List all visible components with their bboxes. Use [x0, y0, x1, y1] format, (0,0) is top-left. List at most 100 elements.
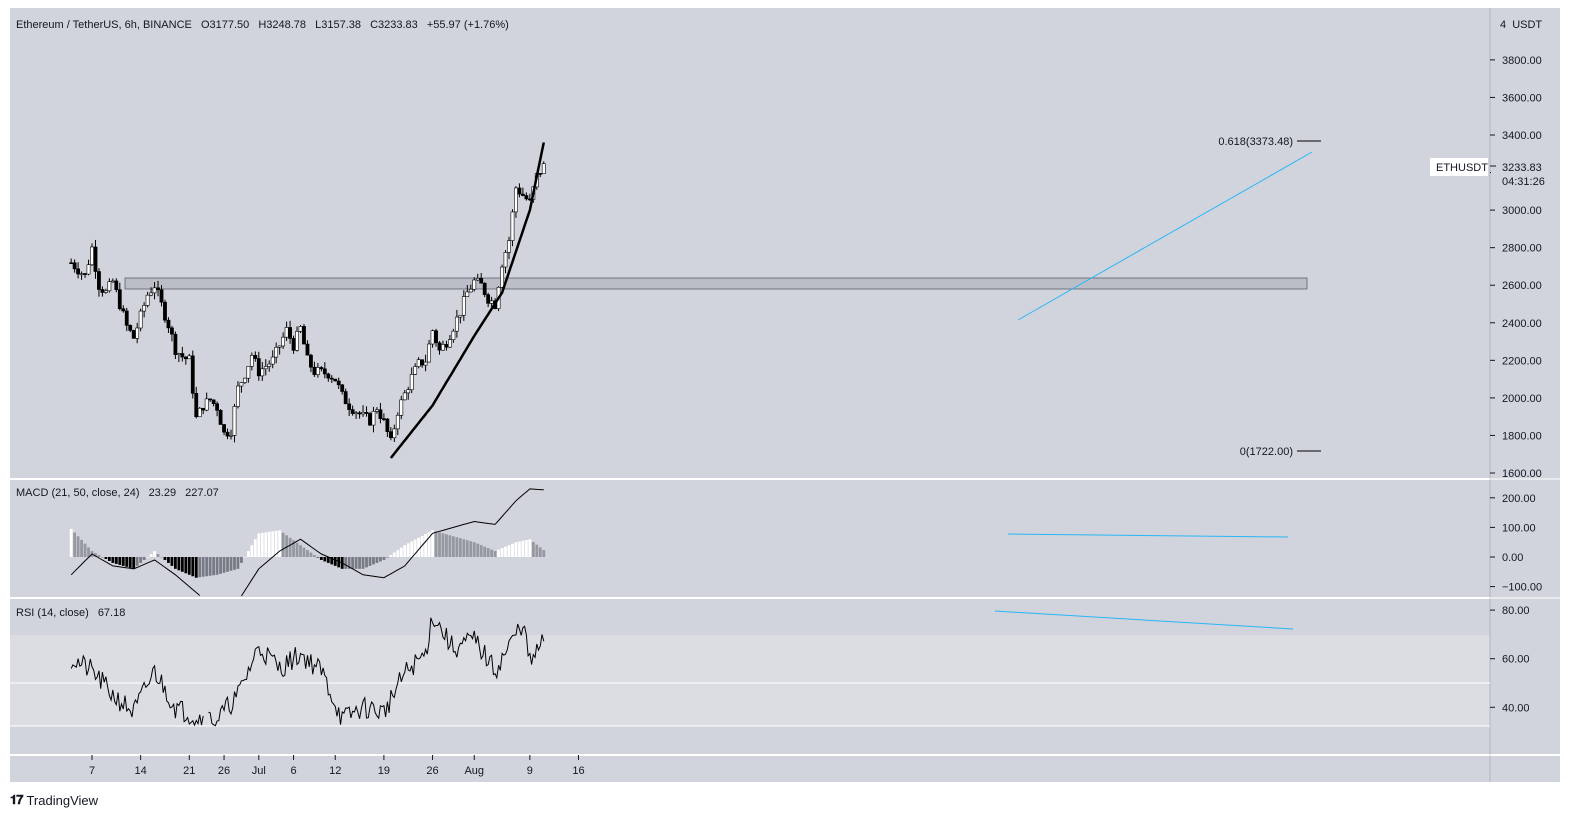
macd-histogram-bar — [452, 536, 455, 557]
price-pane[interactable] — [10, 8, 1490, 478]
macd-histogram-bar — [156, 554, 160, 557]
macd-histogram-bar — [500, 548, 504, 557]
candle-body — [159, 289, 164, 303]
candle-body — [368, 413, 372, 426]
price-tick-label: 2800.00 — [1502, 243, 1542, 255]
macd-histogram-bar — [267, 531, 271, 557]
macd-histogram — [69, 528, 546, 578]
candle-body — [152, 287, 157, 294]
candle-body — [277, 345, 282, 348]
rsi-tick-label: 80.00 — [1502, 605, 1530, 617]
candle-body — [190, 355, 195, 394]
price-axis-panel[interactable] — [1490, 8, 1560, 754]
candle-body — [500, 266, 504, 288]
macd-histogram-bar — [406, 543, 410, 557]
time-tick-label: 21 — [183, 765, 195, 777]
candle-body — [437, 342, 442, 351]
price-tick-label: 2000.00 — [1502, 393, 1542, 405]
support-resistance-zone[interactable] — [124, 277, 1308, 290]
macd-histogram-bar — [399, 547, 403, 557]
candle-body — [138, 310, 143, 329]
candle-body — [281, 336, 286, 347]
candle-body — [170, 327, 174, 335]
candle-body — [298, 326, 303, 332]
candle-body — [451, 330, 456, 340]
macd-histogram-bar — [507, 545, 511, 557]
macd-histogram-bar — [465, 540, 469, 557]
candle-body — [239, 382, 244, 387]
footer: 𝟏𝟕 TradingView — [10, 792, 98, 808]
macd-label: MACD (21, 50, close, 24) — [16, 487, 140, 499]
currency-label: 4 USDT — [1500, 19, 1542, 31]
macd-histogram-bar — [347, 557, 351, 569]
macd-histogram-bar — [163, 557, 167, 560]
time-tick-label: 16 — [572, 765, 584, 777]
time-tick-label: 7 — [89, 765, 95, 777]
macd-histogram-bar — [392, 552, 396, 557]
rsi-divergence-line[interactable] — [994, 610, 1294, 630]
candle-body — [329, 377, 334, 380]
macd-histogram-bar — [212, 557, 216, 576]
price-tick-label: 2400.00 — [1502, 318, 1542, 330]
rsi-value: 67.18 — [98, 607, 126, 619]
candle-body — [524, 195, 529, 200]
candle-body — [291, 338, 296, 351]
rsi-label: RSI (14, close) — [16, 607, 89, 619]
macd-histogram-bar — [208, 557, 212, 576]
time-axis-panel[interactable] — [10, 756, 1560, 782]
candle-body — [416, 359, 421, 367]
time-tick-label: 12 — [329, 765, 341, 777]
close-value: 3233.83 — [378, 19, 418, 31]
macd-histogram-bar — [76, 536, 80, 557]
candles-group[interactable] — [69, 161, 546, 443]
macd-histogram-bar — [483, 546, 487, 557]
candle-body — [315, 367, 320, 375]
high-label: H — [258, 19, 266, 31]
rsi-axis-ticks: 80.00 60.00 40.00 — [1490, 605, 1530, 714]
macd-histogram-bar — [504, 546, 507, 557]
candle-body — [378, 409, 383, 419]
candle-body — [166, 319, 171, 329]
candle-body — [413, 366, 418, 375]
macd-histogram-bar — [215, 557, 219, 575]
macd-histogram-bar — [87, 547, 90, 557]
candle-body — [204, 398, 209, 411]
price-tick-label: 2200.00 — [1502, 355, 1542, 367]
candle-body — [322, 368, 327, 375]
candle-body — [392, 428, 397, 439]
candle-body — [444, 344, 449, 348]
candle-body — [350, 409, 355, 414]
candle-body — [333, 378, 338, 382]
macd-histogram-bar — [368, 557, 372, 566]
brand-name: TradingView — [26, 792, 99, 808]
candle-body — [381, 418, 386, 420]
candle-body — [128, 325, 133, 331]
macd-histogram-bar — [379, 557, 382, 562]
candle-body — [135, 327, 140, 339]
candle-body — [420, 359, 425, 366]
countdown-value: 04:31:26 — [1502, 176, 1545, 188]
macd-histogram-bar — [222, 557, 226, 573]
macd-histogram-bar — [184, 557, 188, 574]
candle-body — [472, 279, 477, 290]
macd-histogram-bar — [448, 535, 452, 557]
macd-histogram-bar — [365, 557, 368, 568]
candle-body — [343, 391, 348, 405]
macd-histogram-bar — [132, 557, 136, 569]
candle-body — [97, 271, 101, 290]
candle-body — [211, 399, 216, 404]
resistance-trendline[interactable] — [1017, 151, 1313, 321]
candle-body — [340, 384, 345, 392]
fib-lower-label: 0(1722.00) — [1240, 446, 1293, 458]
macd-histogram-bar — [309, 552, 313, 557]
candle-body — [121, 308, 126, 312]
ascending-support-curve[interactable] — [389, 142, 546, 459]
macd-pane[interactable] — [10, 480, 1490, 597]
rsi-tick-label: 40.00 — [1502, 702, 1530, 714]
candle-body — [468, 288, 473, 293]
low-value: 3157.38 — [321, 19, 361, 31]
macd-histogram-bar — [260, 532, 264, 557]
macd-divergence-line[interactable] — [1007, 533, 1289, 538]
macd-histogram-bar — [278, 530, 282, 557]
